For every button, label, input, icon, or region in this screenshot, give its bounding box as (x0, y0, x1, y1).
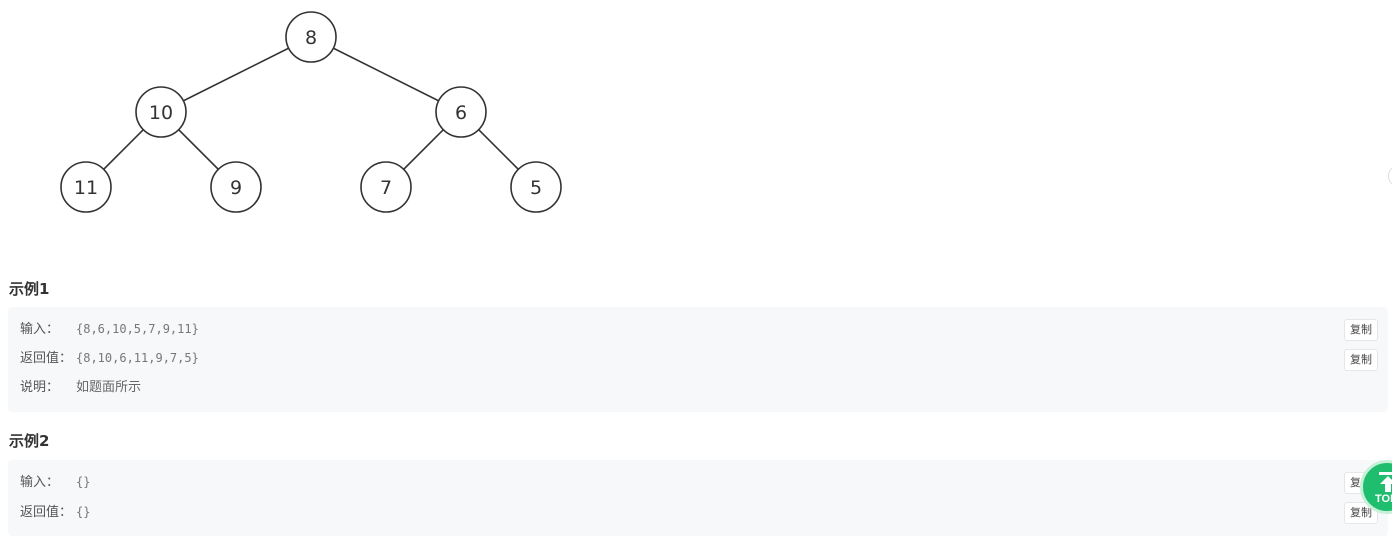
tree-node-right: 6 (435, 86, 487, 138)
tree-node-right-left: 7 (360, 161, 412, 213)
tree-node-value: 6 (455, 102, 467, 124)
tree-node-value: 10 (149, 102, 173, 124)
copy-input-button[interactable]: 复制 (1344, 319, 1378, 341)
example-1-input-row: 输入： {8,6,10,5,7,9,11} (20, 319, 199, 339)
example-1-title: 示例1 (9, 280, 50, 298)
tree-edge-root-right (310, 36, 462, 113)
example-2-box: 输入：{} 复制 返回值：{} 复制 (8, 460, 1388, 536)
note-value: 如题面所示 (76, 380, 142, 395)
arrow-up-icon (1379, 472, 1392, 492)
example-2-output-row: 返回值：{} (20, 502, 90, 522)
side-panel-handle[interactable] (1388, 165, 1392, 187)
tree-node-left-right: 9 (210, 161, 262, 213)
output-value: {} (76, 505, 91, 519)
tree-node-value: 9 (230, 177, 242, 199)
output-label: 返回值： (20, 351, 73, 366)
input-value: {} (76, 475, 91, 489)
tree-node-value: 11 (74, 177, 98, 199)
top-label: TOP (1375, 493, 1392, 505)
example-1-output-row: 返回值： {8,10,6,11,9,7,5} (20, 348, 199, 368)
copy-output-button[interactable]: 复制 (1344, 349, 1378, 371)
input-label: 输入： (20, 475, 60, 490)
note-label: 说明： (20, 380, 60, 395)
tree-edge-root-left (160, 36, 312, 113)
tree-node-left-left: 11 (60, 161, 112, 213)
output-value: {8,10,6,11,9,7,5} (76, 351, 199, 365)
input-label: 输入： (20, 322, 60, 337)
example-1-box: 输入： {8,6,10,5,7,9,11} 复制 返回值： {8,10,6,11,9… (8, 307, 1388, 412)
tree-node-value: 8 (305, 27, 317, 49)
tree-node-right-right: 5 (510, 161, 562, 213)
tree-node-root: 8 (285, 11, 337, 63)
input-value: {8,6,10,5,7,9,11} (76, 322, 199, 336)
example-1-note-row: 说明： 如题面所示 (20, 378, 141, 398)
binary-tree-diagram: 8 10 6 11 9 7 5 (60, 11, 562, 213)
output-label: 返回值： (20, 505, 73, 520)
example-2-input-row: 输入： {} (20, 472, 90, 492)
example-2-title: 示例2 (9, 432, 50, 450)
tree-node-left: 10 (135, 86, 187, 138)
tree-node-value: 5 (530, 177, 542, 199)
tree-node-value: 7 (380, 177, 392, 199)
